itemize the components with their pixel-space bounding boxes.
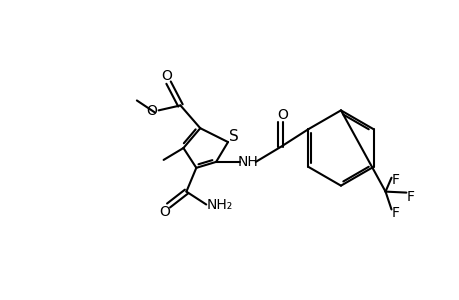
Text: O: O [161, 69, 172, 83]
Text: F: F [391, 206, 398, 220]
Text: O: O [276, 108, 287, 122]
Text: F: F [405, 190, 414, 204]
Text: F: F [391, 173, 398, 187]
Text: NH: NH [237, 155, 257, 169]
Text: O: O [146, 104, 157, 118]
Text: NH₂: NH₂ [207, 199, 233, 212]
Text: O: O [159, 206, 170, 219]
Text: S: S [229, 129, 238, 144]
